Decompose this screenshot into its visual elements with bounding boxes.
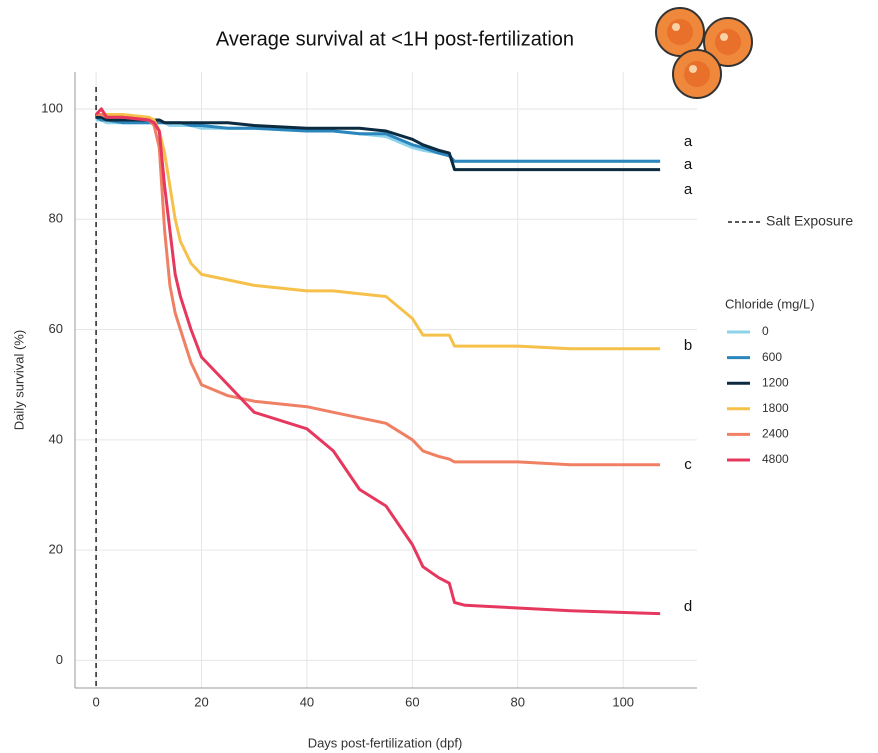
y-axis-label: Daily survival (%) [11,330,26,430]
legend-label: 1800 [762,401,789,415]
legend-label: 0 [762,324,769,338]
legend-label: 4800 [762,452,789,466]
significance-label: a [684,156,693,173]
x-axis-label: Days post-fertilization (dpf) [308,735,463,750]
legend-label: 1200 [762,375,789,389]
chart-title: Average survival at <1H post-fertilizati… [216,28,574,50]
x-tick-label: 100 [612,694,634,709]
significance-label: b [684,337,692,354]
significance-label: c [684,456,692,473]
y-tick-label: 60 [49,321,63,336]
y-tick-label: 100 [41,100,63,115]
legend-label: 600 [762,350,782,364]
x-tick-label: 0 [92,694,99,709]
legend-label: 2400 [762,427,789,441]
x-tick-label: 40 [300,694,314,709]
significance-label: a [684,133,693,150]
significance-label: a [684,181,693,198]
y-tick-label: 80 [49,211,63,226]
legend-label: Salt Exposure [766,213,853,229]
significance-label: d [684,598,692,615]
series-line [96,113,661,351]
series-line [96,118,661,163]
y-tick-label: 40 [49,431,63,446]
y-tick-label: 20 [49,542,63,557]
legend-title: Chloride (mg/L) [725,296,815,311]
series-line [96,113,661,467]
series-line [95,107,661,616]
x-tick-label: 80 [511,694,525,709]
egg-icon [655,7,753,99]
x-tick-label: 60 [405,694,419,709]
y-tick-label: 0 [56,652,63,667]
x-tick-label: 20 [194,694,208,709]
